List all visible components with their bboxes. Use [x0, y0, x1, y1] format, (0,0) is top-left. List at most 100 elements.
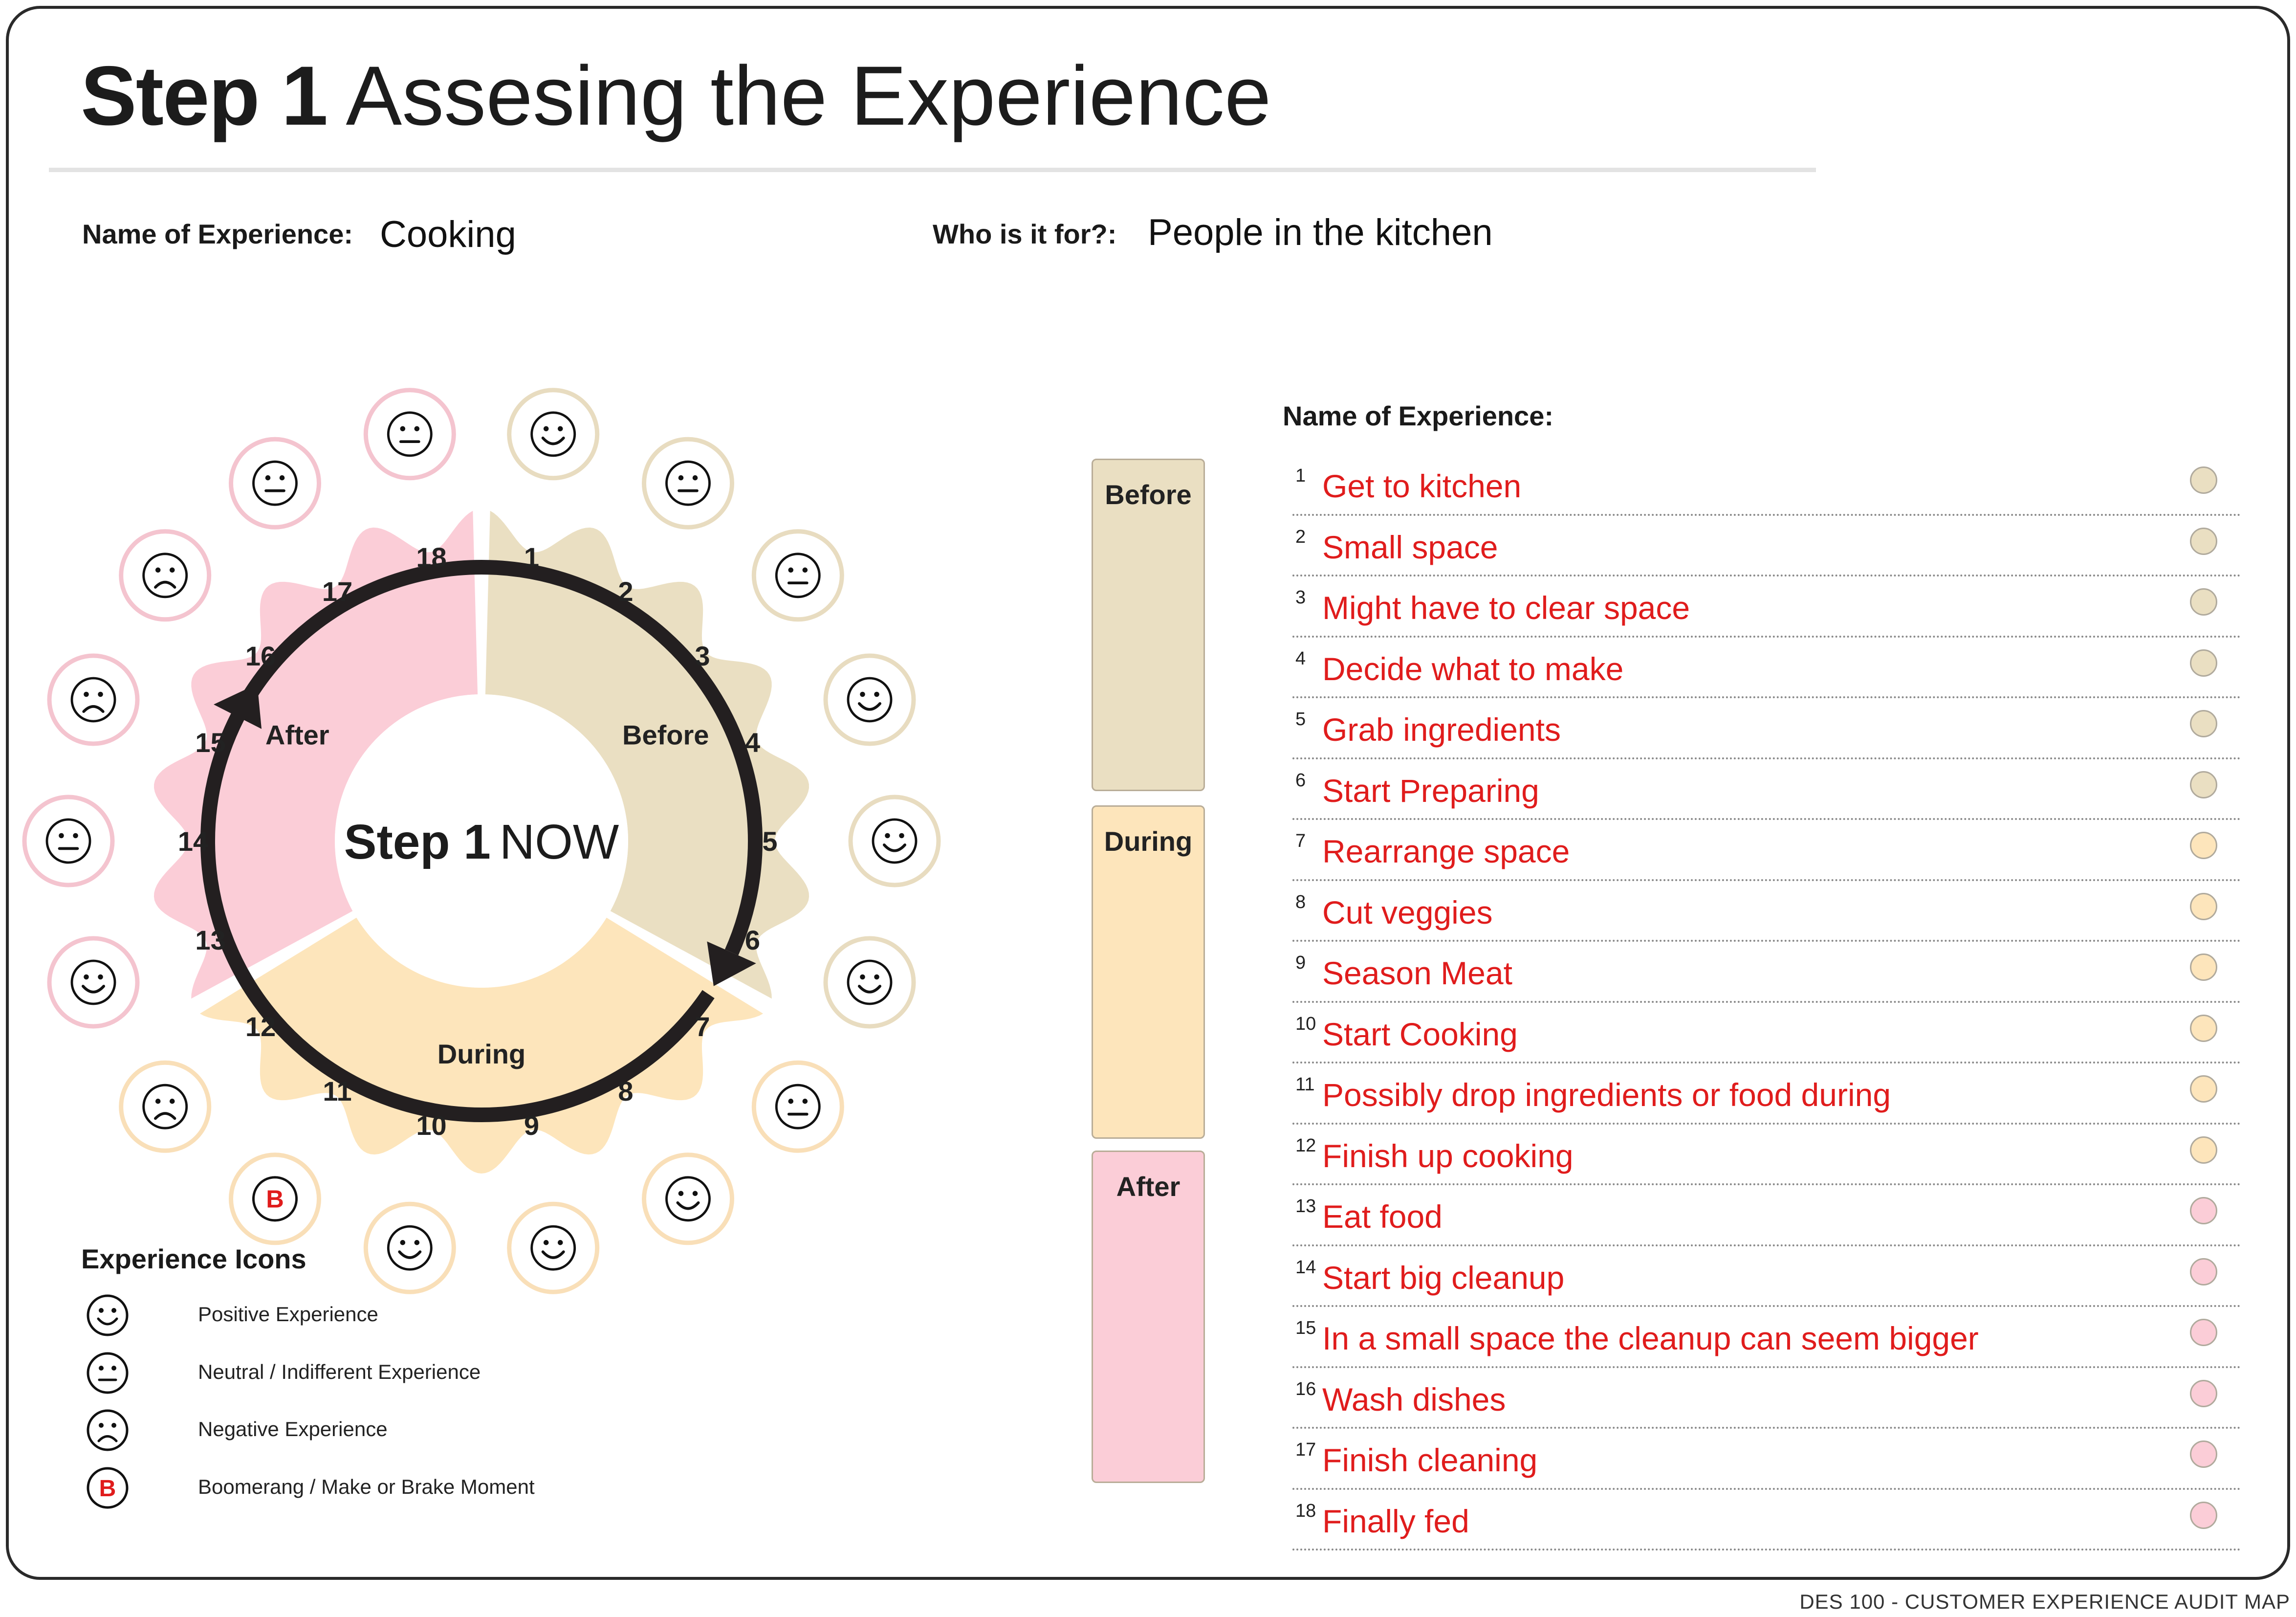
title-divider: [49, 168, 1816, 172]
cycle-arrowhead: [214, 684, 262, 729]
phase-dot-icon: [2190, 771, 2217, 798]
list-item-number: 11: [1295, 1074, 1315, 1095]
page-title: Step 1 Assesing the Experience: [81, 49, 1271, 143]
negative-face-icon: [47, 653, 140, 746]
list-item: 18 Finally fed: [1292, 1490, 2241, 1551]
phase-box-before: Before: [1092, 459, 1205, 791]
wheel-phase-label-during: During: [437, 1039, 525, 1069]
legend-item: Negative Experience: [83, 1406, 621, 1455]
wheel-center: [335, 694, 628, 988]
list-item: 7 Rearrange space: [1292, 820, 2241, 881]
wheel-sector-after: [153, 510, 478, 999]
list-item: 8 Cut veggies: [1292, 881, 2241, 942]
neutral-face-icon: [363, 388, 456, 481]
legend-item-label: Positive Experience: [198, 1303, 378, 1326]
list-item-number: 1: [1295, 465, 1306, 486]
list-item-text: Get to kitchen: [1322, 468, 1522, 504]
list-item: 12 Finish up cooking: [1292, 1125, 2241, 1185]
list-item: 10 Start Cooking: [1292, 1003, 2241, 1063]
list-item-number: 18: [1295, 1500, 1316, 1521]
list-item-text: Wash dishes: [1322, 1381, 1506, 1418]
legend-item: B Boomerang / Make or Brake Moment: [83, 1463, 621, 1512]
svg-text:B: B: [99, 1476, 116, 1502]
neutral-face-icon: [22, 795, 115, 887]
list-item-number: 2: [1295, 526, 1306, 547]
svg-text:B: B: [266, 1185, 284, 1213]
audience-value: People in the kitchen: [1148, 212, 1493, 253]
list-item-text: Finish up cooking: [1322, 1137, 1574, 1174]
list-item-text: Finish cleaning: [1322, 1442, 1538, 1478]
neutral-face-icon: [87, 1352, 129, 1394]
neutral-face-icon: [642, 437, 734, 530]
legend-item-label: Boomerang / Make or Brake Moment: [198, 1475, 535, 1498]
positive-face-icon: [507, 388, 600, 481]
wheel-step-number: 11: [323, 1076, 351, 1107]
page-frame: [6, 6, 2290, 1580]
phase-dot-icon: [2190, 1319, 2217, 1346]
list-item-number: 16: [1295, 1378, 1316, 1399]
list-item: 14 Start big cleanup: [1292, 1246, 2241, 1307]
list-item-text: Grab ingredients: [1322, 711, 1561, 748]
phase-dot-icon: [2190, 527, 2217, 555]
phase-dot-icon: [2190, 649, 2217, 677]
list-item-text: Finally fed: [1322, 1503, 1469, 1539]
wheel-step-number: 3: [695, 641, 710, 671]
phase-dot-icon: [2190, 1379, 2217, 1407]
wheel-step-number: 8: [618, 1076, 633, 1107]
phase-dot-icon: [2190, 1258, 2217, 1285]
neutral-face-icon: [751, 1060, 844, 1153]
positive-face-icon: [823, 936, 916, 1029]
list-item-number: 13: [1295, 1196, 1316, 1217]
wheel-step-number: 5: [762, 826, 777, 857]
list-item: 16 Wash dishes: [1292, 1368, 2241, 1429]
wheel-step-number: 6: [745, 925, 760, 955]
neutral-face-icon: [751, 529, 844, 622]
negative-face-icon: [87, 1409, 129, 1451]
list-item: 11 Possibly drop ingredients or food duri…: [1292, 1063, 2241, 1125]
footer-caption: DES 100 - CUSTOMER EXPERIENCE AUDIT MAP: [1799, 1590, 2290, 1613]
experience-name-label: Name of Experience:: [82, 219, 353, 249]
list-item-number: 15: [1295, 1318, 1316, 1338]
list-item-number: 3: [1295, 587, 1306, 608]
wheel-step-number: 12: [245, 1011, 276, 1042]
list-item-number: 7: [1295, 831, 1306, 851]
wheel-step-number: 1: [524, 542, 539, 573]
wheel-step-number: 14: [178, 826, 208, 857]
phase-dot-icon: [2190, 1440, 2217, 1468]
wheel-center-label: Step 1 NOW: [344, 815, 619, 869]
negative-face-icon: [119, 529, 212, 622]
phase-dot-icon: [2190, 1075, 2217, 1103]
list-heading: Name of Experience:: [1283, 400, 1553, 431]
phase-dot-icon: [2190, 466, 2217, 494]
experience-name-value: Cooking: [380, 214, 516, 255]
phase-dot-icon: [2190, 710, 2217, 737]
list-item-text: Start Preparing: [1322, 772, 1539, 809]
neutral-face-icon: [229, 437, 321, 530]
phase-dot-icon: [2190, 1136, 2217, 1164]
positive-face-icon: [642, 1152, 734, 1245]
list-item-number: 5: [1295, 709, 1306, 730]
list-item-text: Small space: [1322, 529, 1498, 565]
positive-face-icon: [87, 1294, 129, 1336]
experience-wheel: Step 1 NOWBeforeDuringAfter1234567891011B…: [22, 388, 941, 1294]
list-item-text: In a small space the cleanup can seem bi…: [1322, 1320, 1979, 1356]
wheel-step-number: 18: [416, 542, 446, 573]
list-item-number: 17: [1295, 1440, 1316, 1460]
wheel-step-number: 4: [745, 727, 760, 758]
list-item-text: Might have to clear space: [1322, 590, 1690, 626]
positive-face-icon: [823, 653, 916, 746]
wheel-step-number: 10: [416, 1110, 446, 1141]
list-item-number: 10: [1295, 1013, 1316, 1034]
phase-dot-icon: [2190, 588, 2217, 616]
phase-dot-icon: [2190, 1014, 2217, 1042]
phase-box-after: After: [1092, 1151, 1205, 1483]
list-item-text: Possibly drop ingredients or food during: [1322, 1077, 1891, 1113]
list-item-text: Decide what to make: [1322, 650, 1624, 687]
list-item-text: Cut veggies: [1322, 894, 1493, 930]
list-item: 9 Season Meat: [1292, 942, 2241, 1003]
boomerang-face-icon: B: [229, 1152, 321, 1245]
positive-face-icon: [848, 795, 941, 887]
list-item: 4 Decide what to make: [1292, 638, 2241, 698]
wheel-step-number: 2: [618, 576, 633, 607]
wheel-sector-during: [199, 917, 764, 1174]
